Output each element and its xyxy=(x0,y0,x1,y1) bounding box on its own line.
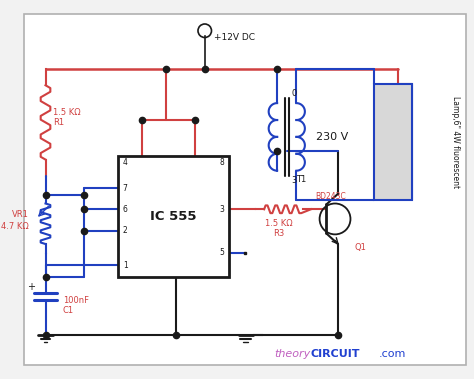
Text: 2: 2 xyxy=(123,226,128,235)
Text: 1.5 KΩ
R1: 1.5 KΩ R1 xyxy=(53,108,81,127)
Text: Lamp,6" 4W fluorescent: Lamp,6" 4W fluorescent xyxy=(451,96,460,188)
Text: 4: 4 xyxy=(123,158,128,168)
Text: 4.7 KΩ: 4.7 KΩ xyxy=(1,221,29,230)
Text: +12V DC: +12V DC xyxy=(214,33,255,42)
Text: 230 V: 230 V xyxy=(316,132,348,142)
Text: 100nF
C1: 100nF C1 xyxy=(63,296,89,315)
Text: 3: 3 xyxy=(219,205,224,214)
Text: .com: .com xyxy=(378,349,406,359)
Text: IC 555: IC 555 xyxy=(150,210,197,223)
Text: 6: 6 xyxy=(123,205,128,214)
Text: Q1: Q1 xyxy=(355,243,366,252)
Text: 3: 3 xyxy=(292,175,297,185)
Text: VR1: VR1 xyxy=(12,210,29,219)
Text: 1: 1 xyxy=(123,261,128,270)
Text: theory: theory xyxy=(274,349,311,359)
Bar xyxy=(374,84,412,200)
Text: 5: 5 xyxy=(219,248,224,257)
Text: BD243C: BD243C xyxy=(316,192,346,201)
Text: 0: 0 xyxy=(292,89,297,98)
Text: 1.5 KΩ
R3: 1.5 KΩ R3 xyxy=(265,219,293,238)
Bar xyxy=(118,156,229,277)
Text: T1: T1 xyxy=(296,175,307,184)
Text: CIRCUIT: CIRCUIT xyxy=(311,349,360,359)
Text: 8: 8 xyxy=(219,158,224,168)
Text: +: + xyxy=(27,282,35,293)
Text: 7: 7 xyxy=(123,183,128,193)
